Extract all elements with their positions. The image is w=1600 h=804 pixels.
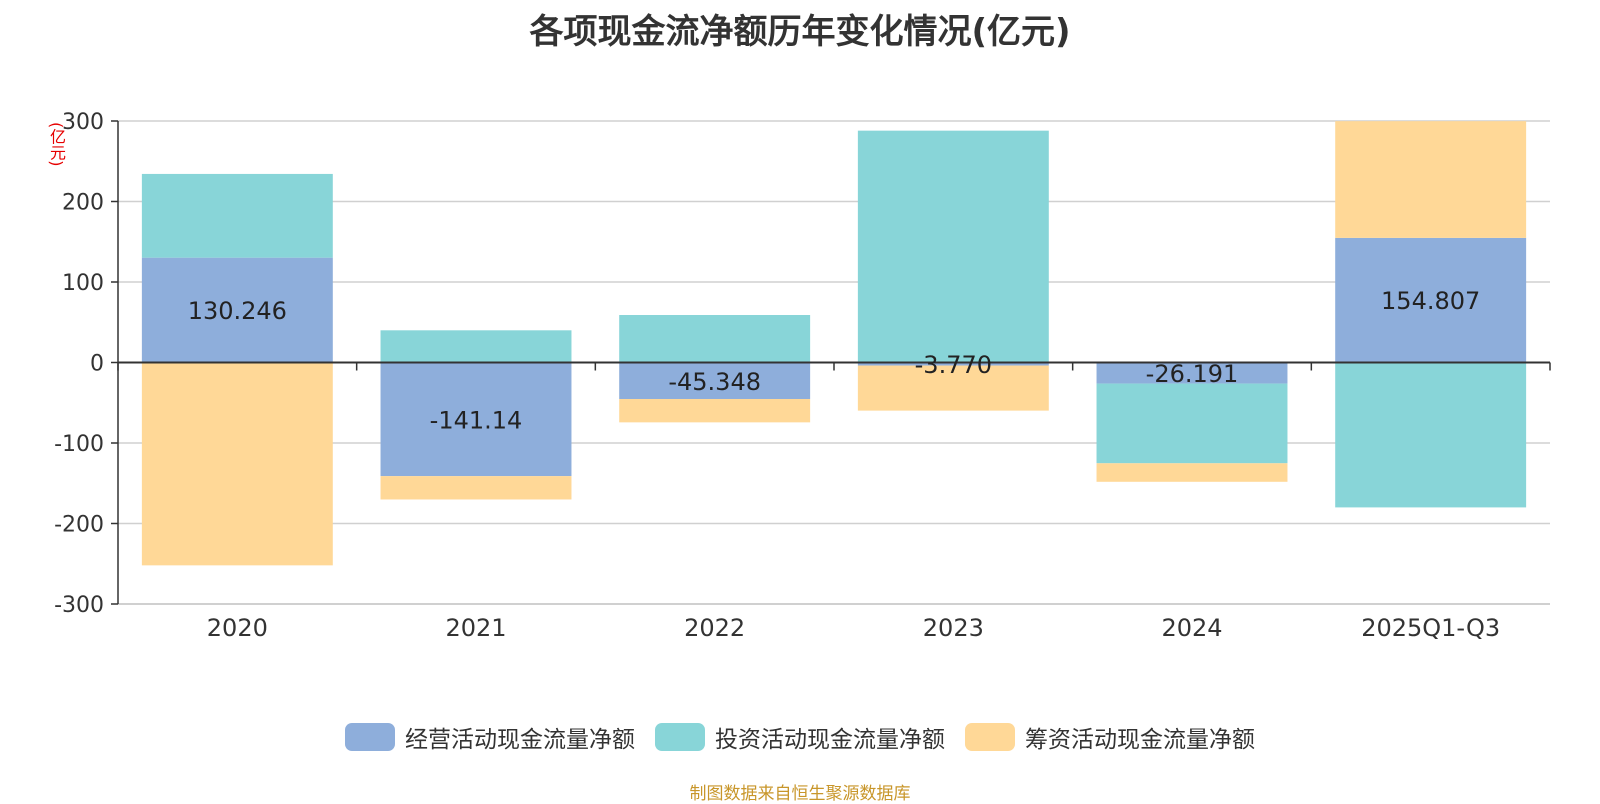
y-tick-label: 200 <box>62 191 104 216</box>
bar-operating-2023 <box>857 362 1049 366</box>
bar-investing-2025Q1-Q3 <box>1335 362 1527 508</box>
y-tick-label: -200 <box>54 513 104 538</box>
x-tick-label: 2025Q1-Q3 <box>1361 614 1500 642</box>
bar-investing-2022 <box>619 315 811 363</box>
bar-financing-2023 <box>857 365 1049 411</box>
x-tick-label: 2021 <box>445 614 506 642</box>
legend-item-financing[interactable]: 筹资活动现金流量净额 <box>965 720 1255 754</box>
x-tick-label: 2020 <box>207 614 268 642</box>
bar-investing-2023 <box>857 130 1049 363</box>
legend: 经营活动现金流量净额 投资活动现金流量净额 筹资活动现金流量净额 <box>0 720 1600 754</box>
data-label: 154.807 <box>1381 287 1480 315</box>
bar-operating-2022 <box>619 362 811 400</box>
legend-swatch-investing <box>655 723 705 751</box>
x-tick-label: 2023 <box>923 614 984 642</box>
x-tick-label: 2024 <box>1161 614 1222 642</box>
y-tick-label: -300 <box>54 593 104 618</box>
y-tick-label: -100 <box>54 432 104 457</box>
legend-item-investing[interactable]: 投资活动现金流量净额 <box>655 720 945 754</box>
bar-investing-2020 <box>141 173 333 258</box>
y-tick-label: 0 <box>90 352 104 377</box>
data-label: -3.770 <box>915 351 992 379</box>
data-label: -45.348 <box>668 368 761 396</box>
bar-operating-2025Q1-Q3 <box>1335 237 1527 363</box>
y-axis-unit: (亿元) <box>47 122 66 167</box>
data-label: 130.246 <box>188 297 287 325</box>
bar-financing-2020 <box>141 362 333 566</box>
bar-operating-2020 <box>141 257 333 363</box>
bar-financing-2025Q1-Q3 <box>1335 121 1527 238</box>
data-label: -141.14 <box>430 406 523 434</box>
bar-financing-2022 <box>619 399 811 423</box>
legend-swatch-financing <box>965 723 1015 751</box>
legend-item-operating[interactable]: 经营活动现金流量净额 <box>345 720 635 754</box>
y-tick-label: 300 <box>62 110 104 135</box>
legend-label-investing: 投资活动现金流量净额 <box>715 727 945 753</box>
data-label: -26.191 <box>1146 360 1239 388</box>
bar-financing-2024 <box>1096 463 1288 482</box>
bar-financing-2021 <box>380 476 572 500</box>
source-note: 制图数据来自恒生聚源数据库 <box>689 784 911 804</box>
bar-investing-2024 <box>1096 383 1288 464</box>
legend-label-financing: 筹资活动现金流量净额 <box>1025 727 1255 753</box>
bar-investing-2021 <box>380 330 572 363</box>
y-tick-label: 100 <box>62 271 104 296</box>
chart-title: 各项现金流净额历年变化情况(亿元) <box>529 12 1071 52</box>
x-tick-label: 2022 <box>684 614 745 642</box>
legend-label-operating: 经营活动现金流量净额 <box>405 727 635 753</box>
legend-swatch-operating <box>345 723 395 751</box>
bar-operating-2021 <box>380 362 572 477</box>
bar-operating-2024 <box>1096 362 1288 384</box>
